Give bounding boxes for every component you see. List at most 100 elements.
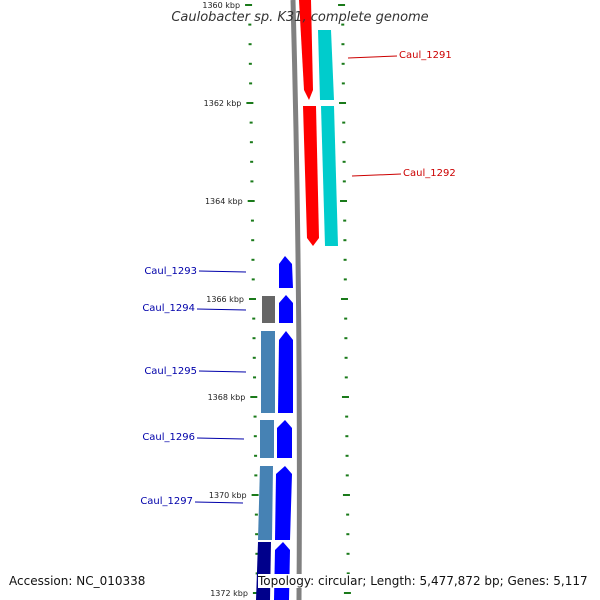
gene-feature-caul-1295[interactable] [278, 331, 293, 413]
gene-leader-line [198, 270, 247, 273]
ruler-tick-left [248, 62, 252, 65]
ruler-tick-right [346, 552, 350, 555]
cds-feature-caul-1296[interactable] [260, 420, 274, 458]
genome-backbone [290, 0, 302, 600]
ruler-tick-right [346, 533, 350, 536]
ruler-tick-left [254, 474, 258, 477]
ruler-tick-right [344, 376, 348, 379]
ruler-tick-left [249, 141, 253, 144]
accession-text: Accession: NC_010338 [9, 574, 146, 588]
ruler-tick-right [345, 454, 349, 457]
ruler-tick-left [253, 376, 257, 379]
gene-leader-line [347, 55, 398, 59]
ruler-tick-right [342, 180, 346, 183]
ruler-tick-left [251, 494, 259, 496]
ruler-tick-left [254, 513, 258, 516]
ruler-tick-right [345, 415, 349, 418]
gene-feature-caul-1293[interactable] [279, 256, 293, 288]
forward-strand [299, 0, 338, 246]
ruler-tick-left [253, 435, 257, 438]
ruler-tick-right [343, 592, 351, 594]
gene-label[interactable]: Caul_1291 [399, 50, 452, 61]
ruler-tick-right [342, 121, 346, 124]
ruler-tick-right [342, 141, 346, 144]
ruler-tick-left [251, 239, 255, 242]
gene-feature-next[interactable] [274, 542, 290, 600]
gene-leader-line [194, 501, 244, 504]
gene-feature-caul-1291[interactable] [299, 0, 313, 100]
ruler-label: 1360 kbp [202, 1, 240, 10]
ruler-tick-right [340, 298, 348, 300]
gene-leader-line [198, 370, 247, 373]
ruler-tick-left [246, 102, 254, 104]
label-layer: 1360 kbp 1362 kbp 1364 kbp 1366 kbp 1368 kbp… [140, 1, 455, 598]
cds-feature-next[interactable] [256, 542, 271, 600]
gene-label[interactable]: Caul_1292 [403, 168, 456, 179]
gene-leader-line [196, 437, 245, 440]
ruler-label: 1372 kbp [210, 589, 248, 598]
ruler-tick-left [254, 454, 258, 457]
gene-label[interactable]: Caul_1296 [142, 432, 195, 443]
gene-leader-line [351, 173, 402, 177]
ruler-tick-left [252, 356, 256, 359]
ruler-tick-right [341, 43, 345, 46]
ruler-tick-left [253, 415, 257, 418]
ruler-tick-left [248, 43, 252, 46]
reverse-strand [256, 256, 293, 600]
gene-label[interactable]: Caul_1294 [142, 303, 195, 314]
ruler-tick-right [341, 82, 345, 85]
gene-feature-caul-1297[interactable] [275, 466, 292, 540]
ruler-tick-left [247, 200, 255, 202]
ruler-tick-left [250, 396, 258, 398]
ruler-tick-right [341, 23, 345, 26]
gene-label[interactable]: Caul_1293 [144, 266, 197, 277]
ruler-tick-right [344, 337, 348, 340]
ruler-tick-left [248, 298, 256, 300]
cds-feature-caul-1297[interactable] [258, 466, 273, 540]
ruler-tick-right [341, 62, 345, 65]
gene-leader-line [196, 308, 247, 311]
ruler-tick-right [346, 572, 350, 575]
cds-feature-caul-1292[interactable] [321, 106, 338, 246]
ruler-tick-left [250, 219, 254, 222]
ruler-tick-left [252, 337, 256, 340]
ruler-tick-left [255, 552, 259, 555]
ruler-tick-left [249, 82, 253, 85]
ruler-tick-right [344, 356, 348, 359]
topology-text: Topology: circular; Length: 5,477,872 bp… [258, 574, 588, 588]
ruler-tick-right [340, 200, 348, 202]
cds-feature-caul-1295[interactable] [261, 331, 275, 413]
ruler-tick-left [255, 533, 259, 536]
gene-feature-caul-1296[interactable] [277, 420, 292, 458]
ruler-tick-right [346, 513, 350, 516]
ruler-tick-right [345, 474, 349, 477]
ruler-tick-left [249, 121, 253, 124]
ruler-tick-left [250, 160, 254, 163]
pseudo-feature-caul-1294[interactable] [262, 296, 275, 323]
ruler-label: 1362 kbp [204, 99, 242, 108]
cds-feature-caul-1291[interactable] [318, 30, 334, 100]
ruler-tick-left [248, 23, 252, 26]
gene-feature-caul-1292[interactable] [303, 106, 319, 246]
gene-label[interactable]: Caul_1297 [140, 496, 193, 507]
ruler-tick-right [343, 258, 347, 261]
ruler-tick-left [250, 180, 254, 183]
gene-label[interactable]: Caul_1295 [144, 366, 197, 377]
ruler-tick-right [341, 396, 349, 398]
ruler-tick-right [343, 219, 347, 222]
ruler-tick-left [251, 278, 255, 281]
ruler-tick-right [342, 494, 350, 496]
ruler-tick-right [338, 4, 346, 6]
ruler-tick-left [252, 317, 256, 320]
ruler-tick-right [343, 239, 347, 242]
genome-title: Caulobacter sp. K31, complete genome [171, 10, 429, 25]
ruler-tick-right [343, 278, 347, 281]
ruler-tick-right [345, 435, 349, 438]
ruler-label: 1370 kbp [209, 491, 247, 500]
ruler-label: 1368 kbp [208, 393, 246, 402]
ruler-tick-left [245, 4, 253, 6]
ruler-tick-right [344, 317, 348, 320]
ruler-tick-left [251, 258, 255, 261]
gene-feature-caul-1294[interactable] [279, 295, 293, 323]
